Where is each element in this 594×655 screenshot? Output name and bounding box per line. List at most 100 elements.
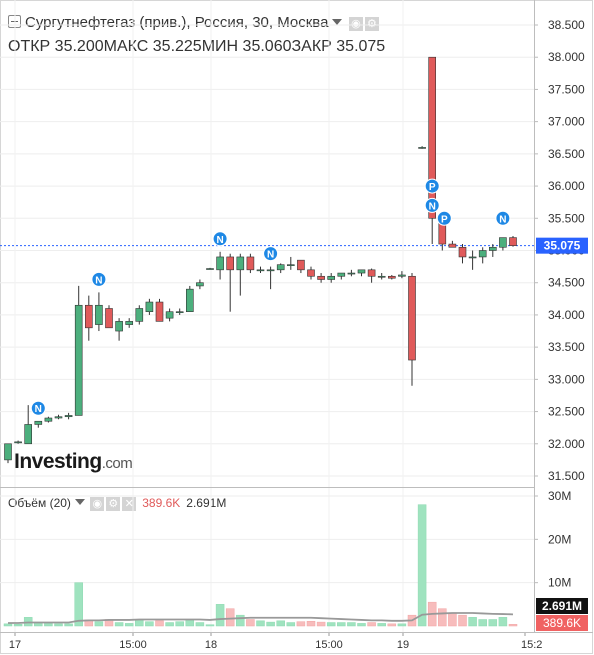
candle-body [276,264,285,271]
volume-bar [316,621,326,627]
volume-legend[interactable]: Объём (20) ◉ ⚙ ✕ 389.6K 2.691M [8,496,226,511]
volume-bar [3,623,13,627]
event-marker-label: P [441,214,448,225]
event-marker [263,246,279,262]
candle-body [155,301,164,322]
time-tick-label: 18 [205,639,217,651]
candle-body [145,301,154,313]
candle-body [509,237,517,246]
candle-body [347,272,356,275]
volume-bar [54,623,63,627]
time-axis-line [0,632,593,633]
price-tick-label: 37.000 [548,115,585,129]
candle-body [488,246,497,251]
volume-bar [438,608,447,627]
candle-body [175,311,184,314]
candle-body [418,147,426,149]
volume-bar [165,622,174,627]
current-volume-label: 2.691M [542,599,582,613]
logo-text: Investing [14,450,102,473]
price-tick-label: 34.000 [548,308,585,322]
volume-bar [347,622,356,627]
volume-value-a: 389.6K [142,496,181,510]
candle-body [14,441,22,444]
volume-bar [488,619,498,627]
high-value: 35.225 [152,38,202,55]
candle-body [115,321,123,332]
event-marker-label: N [499,214,506,225]
volume-bar [357,623,366,627]
candle-body [387,275,396,279]
volume-bar [236,614,245,627]
candle-body [44,417,53,422]
volume-moving-average [8,612,514,624]
candle-body [246,256,255,271]
volume-bar [458,614,467,627]
open-label: ОТКР [8,38,51,55]
time-tick-label: 15:00 [315,639,343,651]
candle-body [226,256,234,271]
event-marker-label: N [429,201,436,212]
price-tick-label: 32.500 [548,405,585,419]
candle-body [196,282,204,287]
volume-bar [478,619,487,627]
eye-icon[interactable]: ◉ [348,17,363,31]
high-label: МАКС [103,38,149,55]
event-marker [424,178,440,194]
volume-bar [417,504,427,627]
price-tick-label: 38.000 [548,50,585,64]
chevron-down-icon[interactable] [74,499,85,505]
candle-body [266,269,275,272]
candle-body [105,308,113,329]
volume-bar [377,623,386,627]
volume-bar [387,623,397,627]
volume-bar [286,622,296,627]
volume-bar [135,619,144,627]
pane-divider[interactable] [0,487,534,488]
price-tick-label: 36.500 [548,147,585,161]
symbol-legend[interactable]: Сургутнефтегаз (прив.), Россия, 30, Моск… [8,14,379,32]
candle-body [54,416,63,419]
candle-body [236,256,245,271]
time-tick-label: 15:00 [119,639,147,651]
volume-label[interactable]: Объём (20) [8,496,71,510]
eye-icon[interactable]: ◉ [90,497,105,511]
candle-body [357,269,366,274]
event-marker-label: P [429,182,436,193]
candle-body [499,237,507,248]
candle-body [337,272,346,277]
candle-body [448,243,457,248]
logo-suffix: .com [101,455,133,472]
volume-bar [64,623,73,627]
candle-body [135,308,144,322]
event-marker [436,210,452,226]
candle-body [256,269,265,272]
gear-icon[interactable]: ⚙ [364,17,379,31]
symbol-title[interactable]: Сургутнефтегаз (прив.), Россия, 30, Моск… [25,14,329,31]
volume-bar [74,582,83,627]
volume-bar [448,612,457,627]
price-tick-label: 36.000 [548,179,585,193]
volume-bar [175,621,184,627]
price-axis-line [534,0,535,633]
volume-bar [266,621,275,627]
candle-body [428,56,437,219]
candle-body [4,443,12,461]
volume-bar [44,623,53,627]
event-marker-label: N [216,235,223,246]
event-marker [495,210,511,226]
chevron-down-icon[interactable] [332,19,343,25]
volume-bar [397,623,407,627]
volume-bar [195,622,205,627]
gear-icon[interactable]: ⚙ [106,497,121,511]
low-value: 35.060 [242,38,292,55]
event-marker [424,197,440,213]
price-tick-label: 35.500 [548,211,585,225]
volume-tick-label: 30M [548,489,571,503]
volume-bar [205,624,215,627]
candle-body [398,274,406,277]
price-tick-label: 31.500 [548,469,585,483]
volume-bar [367,622,376,627]
candle-body [297,259,305,271]
